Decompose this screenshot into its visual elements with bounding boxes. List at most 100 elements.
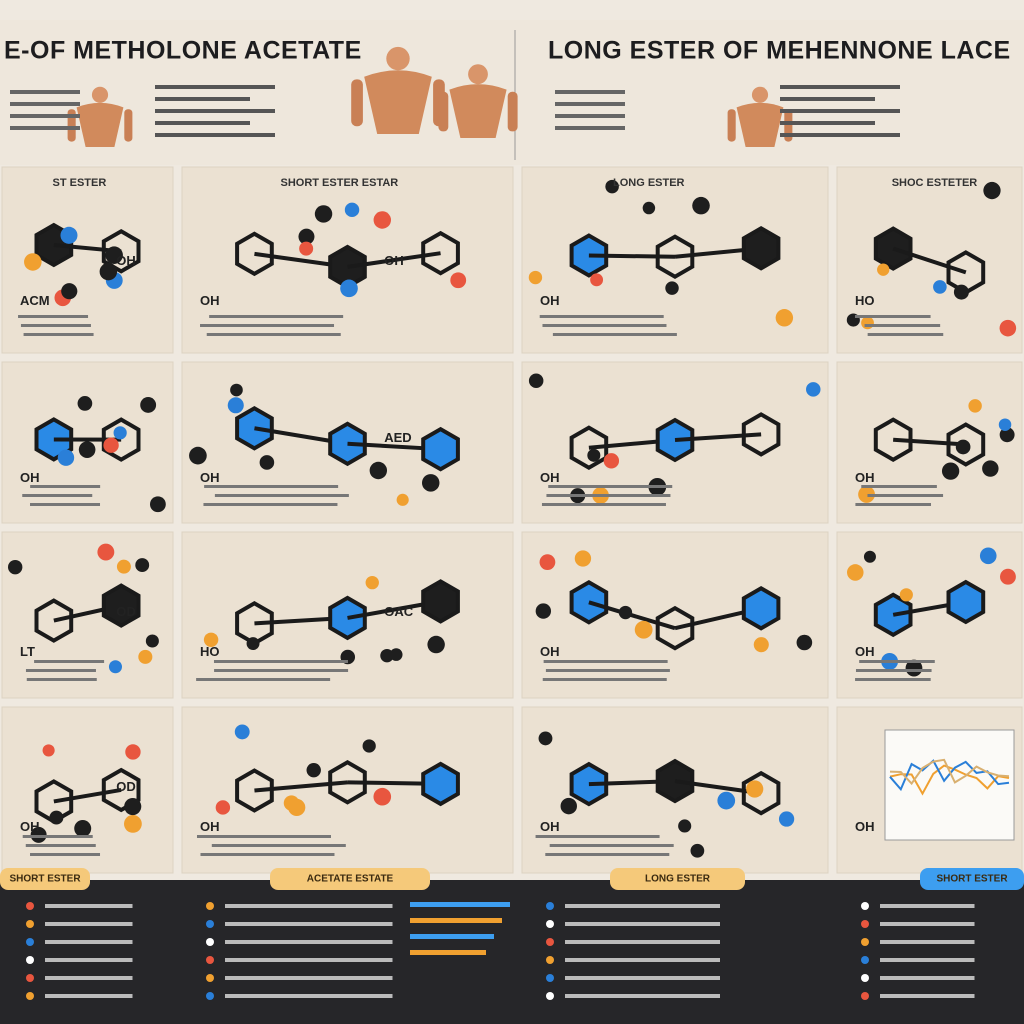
- panel: OH: [521, 361, 829, 524]
- text-line: [880, 922, 975, 926]
- atom: [116, 559, 131, 574]
- text-line: [861, 485, 937, 488]
- atom: [421, 474, 440, 492]
- text-line: [155, 121, 250, 125]
- atom: [99, 262, 118, 281]
- ring: [569, 425, 609, 471]
- text-line: [225, 922, 393, 926]
- atom-label: OH: [20, 470, 40, 485]
- atom: [189, 446, 207, 465]
- atom: [847, 564, 864, 581]
- header-title: E-OF METHOLONE ACETATE: [4, 37, 362, 65]
- text-line: [18, 315, 89, 318]
- ring: [101, 228, 141, 274]
- text-line: [22, 494, 93, 497]
- atom: [858, 486, 875, 503]
- text-line: [23, 333, 94, 336]
- text-line: [225, 976, 393, 980]
- atom: [365, 575, 379, 590]
- text-line: [10, 90, 80, 94]
- ring: [421, 426, 460, 472]
- text-line: [200, 853, 335, 856]
- atom: [123, 814, 142, 833]
- atom: [299, 241, 314, 256]
- ring: [741, 585, 781, 631]
- panel-label: LONG ESTER: [613, 177, 685, 189]
- atom-label: OH: [855, 819, 875, 834]
- text-line: [225, 994, 393, 998]
- atom: [7, 559, 23, 575]
- bullet: [206, 920, 214, 928]
- text-line: [200, 324, 335, 327]
- atom: [450, 272, 467, 289]
- text-line: [780, 85, 900, 89]
- atom-label: HO: [200, 644, 220, 659]
- atom: [97, 543, 115, 561]
- atom: [105, 246, 123, 264]
- atom-label: OH: [20, 819, 40, 834]
- bullet: [546, 974, 554, 982]
- atom: [49, 810, 64, 825]
- atom-label: OH: [540, 293, 560, 308]
- atom-label: OH: [540, 644, 560, 659]
- bullet: [206, 992, 214, 1000]
- bullet: [26, 956, 34, 964]
- atom: [678, 819, 692, 833]
- panel: HO OAC: [181, 531, 514, 699]
- atom-label: OAC: [384, 604, 414, 619]
- text-line: [555, 126, 625, 130]
- ring: [741, 225, 781, 271]
- text-line: [565, 922, 720, 926]
- atom: [369, 461, 388, 480]
- text-line: [867, 333, 944, 336]
- atom: [78, 441, 96, 458]
- text-line: [867, 494, 944, 497]
- atom: [692, 196, 710, 215]
- atom: [138, 649, 153, 664]
- bullet: [206, 956, 214, 964]
- bullet: [26, 920, 34, 928]
- ring: [235, 768, 274, 813]
- panel-label: SHOC ESTETER: [892, 177, 978, 189]
- atom-label: OH: [200, 470, 220, 485]
- atom-label: OH: [540, 819, 560, 834]
- text-line: [545, 853, 670, 856]
- text-line: [854, 315, 931, 318]
- atom: [140, 397, 157, 413]
- atom: [389, 648, 403, 661]
- atom: [605, 179, 619, 194]
- atom: [933, 280, 947, 294]
- ring: [873, 417, 913, 463]
- bond: [674, 432, 762, 442]
- figure-arm: [124, 109, 133, 142]
- atom: [778, 811, 795, 827]
- atom: [955, 439, 971, 455]
- text-line: [880, 958, 975, 962]
- text-line: [545, 669, 670, 672]
- ring: [655, 605, 695, 651]
- panel: SHORT ESTER ESTAR OH OH: [181, 166, 514, 354]
- panel: OH: [836, 531, 1023, 699]
- text-line: [780, 121, 875, 125]
- pill-label: ACETATE ESTATE: [307, 874, 394, 885]
- text-line: [214, 669, 349, 672]
- text-line: [555, 102, 625, 106]
- panel: OH: [836, 706, 1023, 874]
- text-line: [552, 333, 677, 336]
- panel-label: ST ESTER: [53, 177, 107, 189]
- atom-label: OH: [200, 819, 220, 834]
- atom: [30, 826, 47, 843]
- atom: [905, 659, 923, 677]
- atom-label: OD: [116, 779, 136, 794]
- bond: [892, 246, 967, 275]
- atom: [899, 588, 913, 602]
- ring: [101, 583, 141, 628]
- atom: [999, 319, 1017, 337]
- bar: [410, 918, 502, 923]
- bullet: [26, 992, 34, 1000]
- atom: [982, 460, 999, 477]
- atom: [574, 550, 592, 567]
- figure-body: [364, 70, 432, 134]
- atom: [344, 202, 360, 218]
